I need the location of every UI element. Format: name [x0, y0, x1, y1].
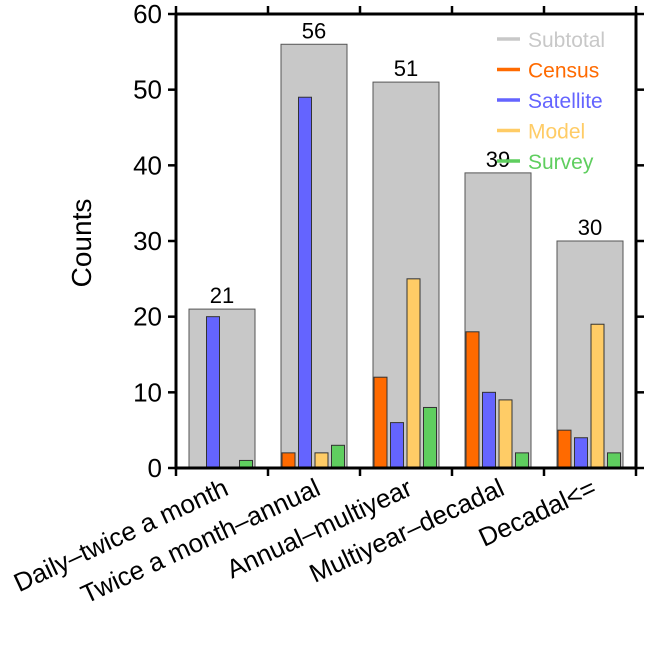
satellite-bar — [482, 391, 496, 469]
legend-label-satellite: Satellite — [528, 90, 603, 113]
census-bar — [373, 376, 388, 469]
satellite-bar — [298, 96, 312, 469]
satellite-bar — [390, 422, 404, 469]
legend: Subtotal Census Satellite Model Survey — [497, 29, 605, 174]
survey-bar — [515, 452, 529, 469]
satellite-bar — [206, 316, 220, 469]
model-bar — [314, 452, 329, 469]
y-tick-label: 30 — [133, 226, 162, 256]
subtotal-bar — [280, 43, 348, 469]
y-tick-label: 50 — [133, 75, 162, 105]
legend-label-census: Census — [528, 60, 599, 83]
subtotal-bar — [188, 308, 256, 469]
survey-bar — [607, 452, 621, 469]
model-bar — [406, 278, 421, 469]
subtotal-value-label: 56 — [302, 18, 326, 43]
axes-layer: Counts 0 10 20 30 40 50 60 — [66, 0, 644, 483]
survey-bar — [331, 444, 345, 469]
y-axis-title: Counts — [66, 199, 97, 288]
bars-layer — [188, 43, 624, 469]
subtotal-value-label: 51 — [394, 56, 418, 81]
y-tick-label: 0 — [148, 453, 162, 483]
subtotal-value-label: 30 — [578, 215, 602, 240]
y-tick-label: 40 — [133, 150, 162, 180]
legend-label-subtotal: Subtotal — [528, 29, 605, 52]
y-tick-label: 10 — [133, 377, 162, 407]
census-bar — [281, 452, 296, 469]
y-tick-label: 20 — [133, 302, 162, 332]
survey-bar — [423, 406, 437, 469]
model-bar — [498, 399, 513, 469]
model-bar — [590, 323, 605, 469]
legend-label-survey: Survey — [528, 151, 594, 174]
census-bar — [557, 429, 572, 469]
satellite-bar — [574, 437, 588, 469]
census-bar — [465, 331, 480, 469]
subtotal-value-label: 21 — [210, 283, 234, 308]
y-tick-label: 60 — [133, 0, 162, 29]
subtotal-bar — [464, 172, 532, 469]
legend-label-model: Model — [528, 121, 585, 144]
